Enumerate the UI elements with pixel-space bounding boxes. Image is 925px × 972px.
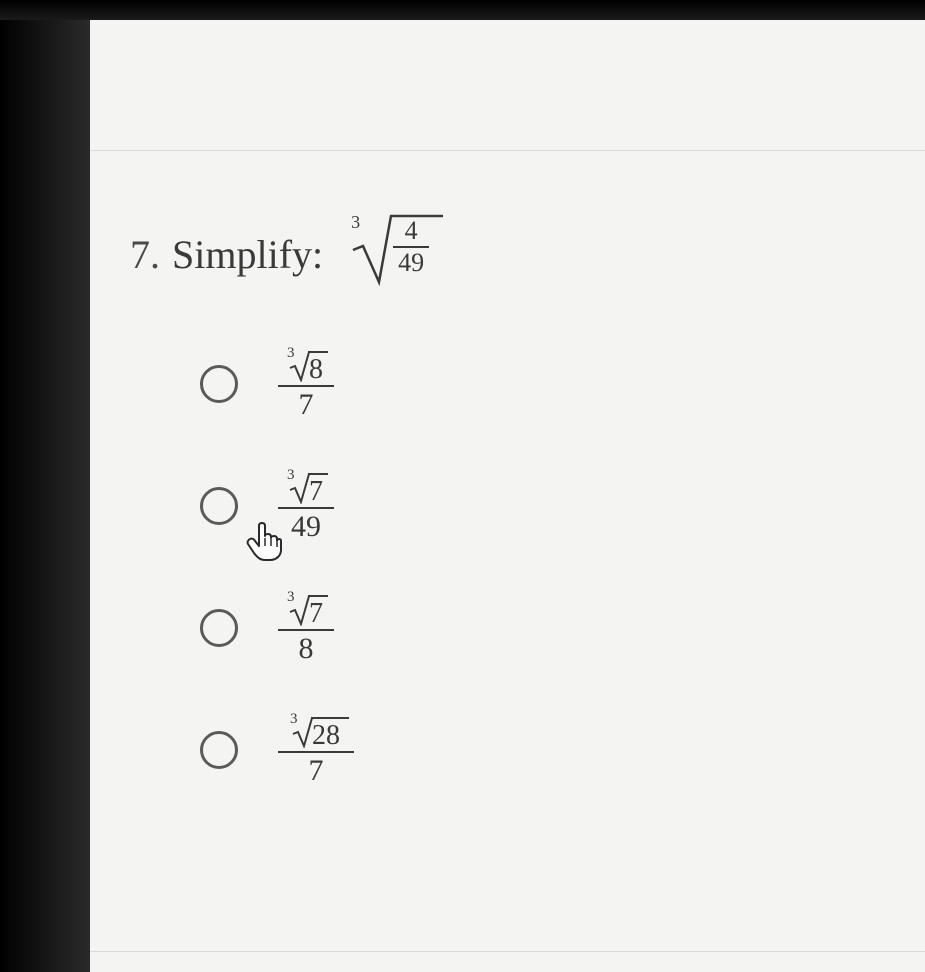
- photo-dark-edge-top: [0, 0, 925, 20]
- question-block: 7. Simplify: 3 4 49: [130, 210, 885, 836]
- divider-top: [90, 150, 925, 151]
- option-b[interactable]: 3 7 49: [200, 470, 885, 542]
- root-index: 3: [351, 212, 360, 233]
- radio-c[interactable]: [200, 609, 238, 647]
- denominator: 49: [394, 248, 428, 276]
- numerator: 4: [401, 218, 422, 246]
- fraction: 4 49: [393, 218, 429, 276]
- option-d[interactable]: 3 28 7: [200, 714, 885, 786]
- radio-b[interactable]: [200, 487, 238, 525]
- cube-root-icon: 3 7: [287, 592, 325, 626]
- question-expression: 3 4 49: [347, 210, 447, 298]
- radio-a[interactable]: [200, 365, 238, 403]
- photo-dark-edge-left: [0, 0, 90, 972]
- question-prompt: 7. Simplify: 3 4 49: [130, 210, 885, 298]
- divider-bottom: [90, 951, 925, 952]
- quiz-page: 7. Simplify: 3 4 49: [90, 20, 925, 972]
- cube-root-icon: 3 8: [287, 348, 325, 382]
- radio-d[interactable]: [200, 731, 238, 769]
- cube-root-icon: 3 7: [287, 470, 325, 504]
- question-number: 7.: [130, 231, 160, 278]
- cube-root-icon: 3 28: [290, 714, 342, 748]
- option-a[interactable]: 3 8 7: [200, 348, 885, 420]
- hand-cursor-icon: [245, 520, 283, 567]
- option-c[interactable]: 3 7 8: [200, 592, 885, 664]
- option-c-expression: 3 7 8: [278, 592, 334, 664]
- question-text: Simplify:: [172, 231, 323, 278]
- option-a-expression: 3 8 7: [278, 348, 334, 420]
- answer-options: 3 8 7: [200, 348, 885, 786]
- option-d-expression: 3 28 7: [278, 714, 354, 786]
- option-b-expression: 3 7 49: [278, 470, 334, 542]
